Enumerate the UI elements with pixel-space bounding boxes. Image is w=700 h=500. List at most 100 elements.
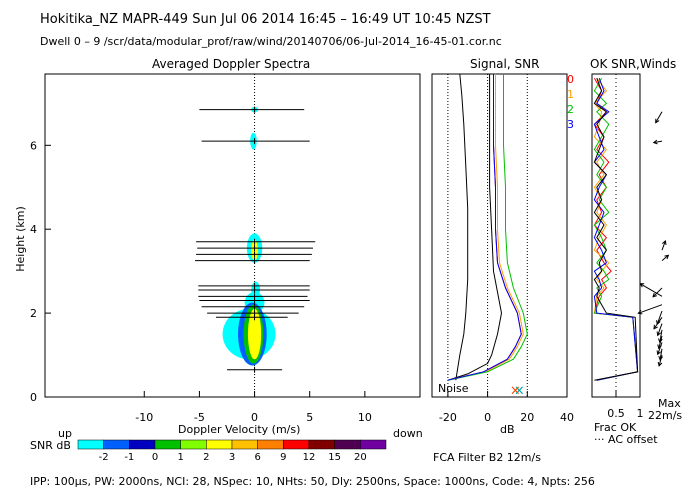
signal-series-snr3 <box>447 74 522 381</box>
colorbar-swatch <box>180 439 207 450</box>
wind-arrow <box>659 348 663 360</box>
winds-series-3 <box>593 78 639 381</box>
wind-legend-2: 2 <box>567 103 574 116</box>
signal-series-snr2 <box>447 74 528 381</box>
wind-arrow <box>653 140 663 144</box>
colorbar-swatch <box>308 439 335 450</box>
colorbar-tick-label: -1 <box>124 452 134 463</box>
spectra-ytick-label: 6 <box>30 139 37 152</box>
wind-arrow-head <box>656 350 662 356</box>
wind-arrow-head <box>652 139 658 145</box>
colorbar-swatch <box>283 439 310 450</box>
colorbar-tick-label: 0 <box>152 452 158 463</box>
wind-arrow-head <box>652 292 658 298</box>
signal-title: Signal, SNR <box>470 57 540 71</box>
spectra-xtick-label: 0 <box>251 411 258 424</box>
wind-arrow <box>658 336 663 349</box>
wind-arrow-head <box>655 118 660 124</box>
wind-arrow <box>657 323 663 336</box>
spectra-down-label: down <box>393 427 423 440</box>
frac-ok-label: Frac OK <box>594 421 637 434</box>
wind-arrow <box>655 111 663 123</box>
signal-xtick-label: 40 <box>560 411 574 424</box>
colorbar-tick-label: 6 <box>254 452 260 463</box>
colorbar-swatch <box>334 439 361 450</box>
winds-xtick-label: 1 <box>637 407 644 420</box>
colorbar-tick-label: 20 <box>354 452 367 463</box>
noise-label: Noise <box>438 382 469 395</box>
noise-marker: × <box>514 384 525 399</box>
wind-arrow-head <box>658 338 663 344</box>
max-value: 22m/s <box>648 409 683 422</box>
signal-series-snr1 <box>447 74 524 381</box>
wind-arrow-head <box>637 309 643 315</box>
wind-arrow <box>639 283 663 297</box>
spectra-xtick-label: -10 <box>135 411 153 424</box>
spectra-ytick-label: 4 <box>30 223 37 236</box>
wind-arrow <box>661 240 666 251</box>
max-label: Max <box>658 397 681 410</box>
spectra-frame <box>44 73 421 398</box>
wind-legend-1: 1 <box>567 88 574 101</box>
spectra-ytick-label: 2 <box>30 307 37 320</box>
signal-series-snr0 <box>447 74 522 381</box>
colorbar-swatch <box>360 439 387 450</box>
signal-frame <box>431 73 568 398</box>
colorbar-swatch <box>257 439 284 450</box>
winds-series-frac_ok <box>593 78 639 381</box>
header-dwell-path: Dwell 0 – 9 /scr/data/modular_prof/raw/w… <box>40 35 502 48</box>
spectra-ytick-label: 0 <box>30 391 37 404</box>
signal-xtick-label: 0 <box>484 411 491 424</box>
wind-arrow-head <box>653 324 658 330</box>
wind-arrow-head <box>639 283 645 288</box>
wind-arrow <box>661 254 669 262</box>
wind-arrow <box>656 310 663 325</box>
spectra-xlabel: Doppler Velocity (m/s) <box>178 423 301 436</box>
wind-arrow <box>638 304 663 314</box>
wind-arrow-head <box>656 331 662 337</box>
winds-xtick-label: 0.5 <box>607 407 625 420</box>
signal-xtick-label: 20 <box>520 411 534 424</box>
filter-label: FCA Filter B2 12m/s <box>433 451 541 464</box>
spectra-xtick-label: -5 <box>194 411 205 424</box>
spectra-xtick-label: 10 <box>358 411 372 424</box>
colorbar-tick-label: 12 <box>303 452 316 463</box>
spectra-up-label: up <box>58 427 72 440</box>
wind-arrow <box>652 287 663 298</box>
noise-marker: × <box>510 384 521 399</box>
wind-legend-0: 0 <box>567 73 574 86</box>
wind-arrow-head <box>664 254 670 260</box>
wind-arrow <box>659 329 663 343</box>
colorbar-tick-label: 3 <box>229 452 235 463</box>
colorbar-tick-label: 9 <box>280 452 286 463</box>
wind-legend-3: 3 <box>567 118 574 131</box>
colorbar-tick-label: 15 <box>328 452 341 463</box>
footer-params: IPP: 100μs, PW: 2000ns, NCI: 28, NSpec: … <box>30 475 595 488</box>
colorbar-swatch <box>206 439 233 450</box>
colorbar-swatch <box>103 439 130 450</box>
winds-title: OK SNR,Winds <box>590 57 677 71</box>
colorbar-swatch <box>129 439 156 450</box>
colorbar-swatch <box>231 439 258 450</box>
wind-arrow-head <box>657 361 663 367</box>
wind-arrow-head <box>661 240 667 245</box>
wind-arrow <box>658 354 663 366</box>
header-title: Hokitika_NZ MAPR-449 Sun Jul 06 2014 16:… <box>40 12 491 27</box>
colorbar-tick-label: -2 <box>99 452 109 463</box>
spectra-xtick-label: 5 <box>306 411 313 424</box>
spectra-echo-blob <box>247 308 262 360</box>
wind-arrow <box>657 342 663 355</box>
colorbar-tick-label: 2 <box>203 452 209 463</box>
colorbar-label: SNR dB <box>30 439 71 452</box>
signal-series-noise <box>455 73 469 381</box>
signal-xlabel: dB <box>500 423 515 436</box>
signal-xtick-label: -20 <box>439 411 457 424</box>
signal-series-signal <box>447 74 503 381</box>
spectra-title: Averaged Doppler Spectra <box>152 57 311 71</box>
wind-arrow <box>653 317 663 330</box>
colorbar-swatch <box>77 439 104 450</box>
colorbar-swatch <box>154 439 181 450</box>
ac-offset-label: ··· AC offset <box>594 433 658 446</box>
colorbar-tick-label: 1 <box>177 452 183 463</box>
